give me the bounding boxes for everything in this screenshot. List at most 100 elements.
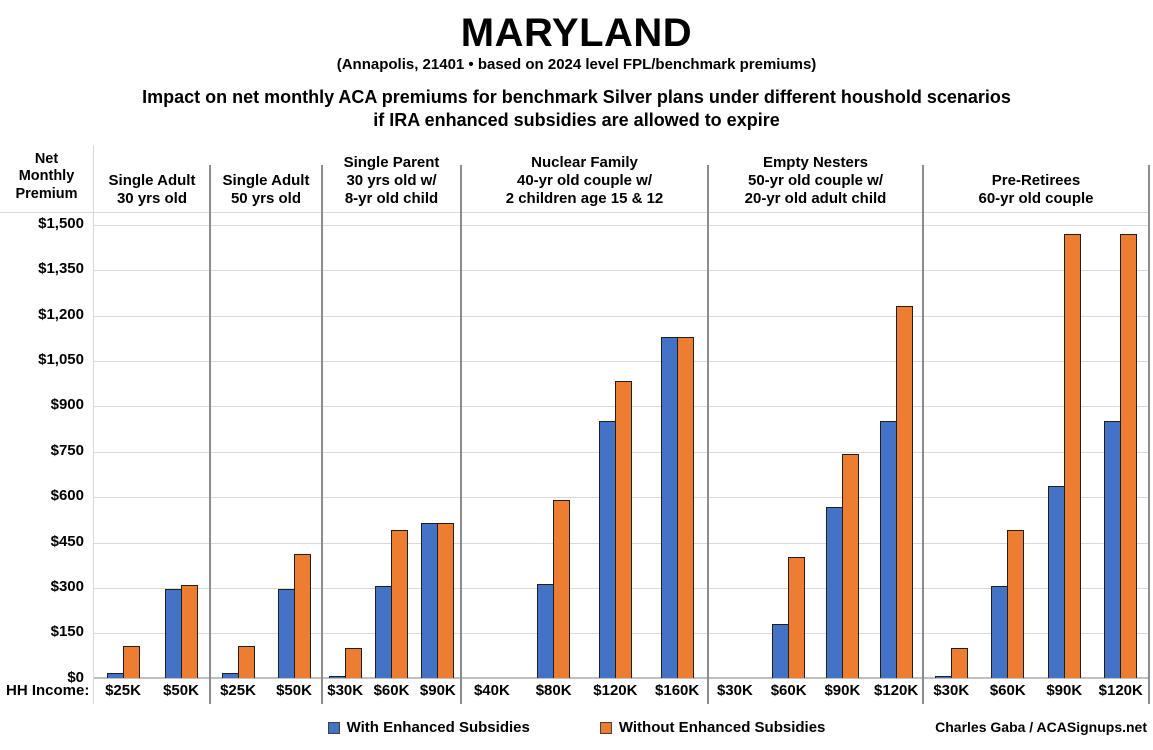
income-label: $60K [770, 682, 807, 700]
y-tick-label: $1,500 [38, 214, 84, 232]
group-header-line: 8-yr old child [344, 190, 439, 208]
with-subsidies-bar [825, 506, 843, 678]
bar-pair [328, 647, 362, 678]
bar-pair [879, 305, 913, 678]
without-subsidies-bar [553, 499, 571, 678]
group-header-line: 40-yr old couple w/ [516, 172, 653, 190]
group-income-labels: $40K $80K $120K $160K [461, 678, 708, 704]
chart-heading-line2: if IRA enhanced subsidies are allowed to… [373, 110, 780, 131]
with-subsidies-bar [164, 588, 182, 678]
with-subsidies-bar [537, 583, 555, 678]
page-title: MARYLAND [460, 11, 693, 55]
group-header-line: Empty Nesters [762, 153, 869, 171]
bar-pair [164, 584, 198, 678]
bar-slot [585, 212, 647, 678]
bar-slot [1093, 212, 1150, 678]
without-subsidies-bar [1120, 233, 1138, 678]
with-subsidies-bar [277, 588, 295, 678]
bar-pair [221, 645, 255, 678]
with-subsidies-bar [421, 522, 439, 678]
bar-pair [1104, 233, 1138, 678]
plot-area: Single Adult 30 yrs old $25K $50K Single Adu… [93, 144, 1150, 704]
y-axis-title-line: Monthly [18, 168, 75, 185]
bar-pair [537, 499, 571, 678]
group-separator [1148, 164, 1150, 704]
bar-pair [660, 336, 694, 678]
scenario-group: Empty Nesters 50-yr old couple w/20-yr ol… [708, 145, 924, 704]
group-bars [708, 212, 923, 678]
scenario-group: Single Adult 30 yrs old $25K $50K [94, 145, 211, 704]
hh-income-label: HH Income: [6, 682, 90, 700]
y-tick-label: $1,200 [38, 305, 84, 323]
income-label: $90K [419, 682, 456, 700]
without-subsidies-bar [437, 522, 455, 678]
scenario-group: Pre-Retirees 60-yr old couple $30K $60K $90K… [923, 145, 1150, 704]
without-subsidies-swatch [599, 721, 612, 734]
group-header: Single Adult 50 yrs old [210, 145, 322, 212]
scenario-group: Single Parent 30 yrs old w/8-yr old child… [322, 145, 462, 704]
bar-slot [869, 212, 923, 678]
group-header-line: Pre-Retirees [991, 172, 1081, 190]
group-income-labels: $30K $60K $90K [322, 678, 461, 704]
income-label: $30K [933, 682, 970, 700]
income-label: $80K [535, 682, 572, 700]
group-separator [707, 164, 709, 704]
without-subsidies-bar [344, 647, 362, 678]
y-tick-label: $600 [50, 487, 84, 505]
without-subsidies-bar [950, 647, 968, 678]
income-label: $30K [716, 682, 753, 700]
credit: Charles Gaba / ACASignups.net [935, 718, 1147, 735]
group-bars [322, 212, 461, 678]
without-subsidies-bar [237, 645, 255, 678]
bar-slot [152, 212, 210, 678]
with-subsidies-bar [598, 420, 616, 678]
group-separator [321, 164, 323, 704]
gridline [93, 224, 1149, 226]
group-header-line: 20-yr old adult child [744, 190, 887, 208]
group-header: Nuclear Family 40-yr old couple w/2 child… [461, 145, 708, 212]
group-income-labels: $30K $60K $90K $120K [708, 678, 923, 704]
legend-item-without-subsidies: Without Enhanced Subsidies [599, 719, 826, 737]
bar-pair [277, 553, 311, 678]
y-axis-title-line: Premium [15, 186, 78, 203]
income-label: $25K [220, 682, 256, 700]
group-header-line: 2 children age 15 & 12 [505, 190, 664, 208]
gridline [93, 315, 1149, 317]
without-subsidies-bar [390, 529, 408, 678]
income-label: $90K [1046, 682, 1083, 700]
scenario-group: Nuclear Family 40-yr old couple w/2 child… [461, 145, 709, 704]
bar-pair [421, 522, 455, 678]
legend-label-with: With Enhanced Subsidies [346, 719, 530, 737]
y-tick-label: $1,050 [38, 350, 84, 368]
group-header: Single Adult 30 yrs old [94, 145, 210, 212]
y-tick-label: $1,350 [38, 260, 84, 278]
bar-slot [461, 212, 523, 678]
income-label: $25K [105, 682, 141, 700]
bar-pair [598, 380, 632, 678]
y-tick-label: $150 [50, 623, 84, 641]
bar-pair [374, 529, 408, 678]
without-subsidies-bar [614, 380, 632, 678]
group-bars [210, 212, 322, 678]
y-axis-title: Net Monthly Premium [0, 145, 93, 212]
income-label: $120K [874, 682, 919, 700]
group-header-line: Single Adult [108, 172, 196, 190]
group-header-line: 50 yrs old [230, 190, 302, 208]
with-subsidies-bar [879, 420, 897, 678]
bar-slot [762, 212, 816, 678]
bar-pair [1047, 233, 1081, 678]
group-header-line: 50-yr old couple w/ [747, 172, 884, 190]
legend-label-without: Without Enhanced Subsidies [618, 719, 826, 737]
bar-pair [106, 645, 140, 678]
income-label: $90K [824, 682, 861, 700]
income-label: $30K [327, 682, 364, 700]
income-label: $50K [276, 682, 312, 700]
bar-pair [991, 529, 1025, 678]
without-subsidies-bar [895, 305, 913, 678]
without-subsidies-bar [293, 553, 311, 678]
chart-heading-line1: Impact on net monthly ACA premiums for b… [142, 87, 1011, 107]
without-subsidies-bar [788, 556, 806, 678]
with-subsidies-bar [991, 585, 1009, 678]
group-header: Empty Nesters 50-yr old couple w/20-yr ol… [708, 145, 923, 212]
